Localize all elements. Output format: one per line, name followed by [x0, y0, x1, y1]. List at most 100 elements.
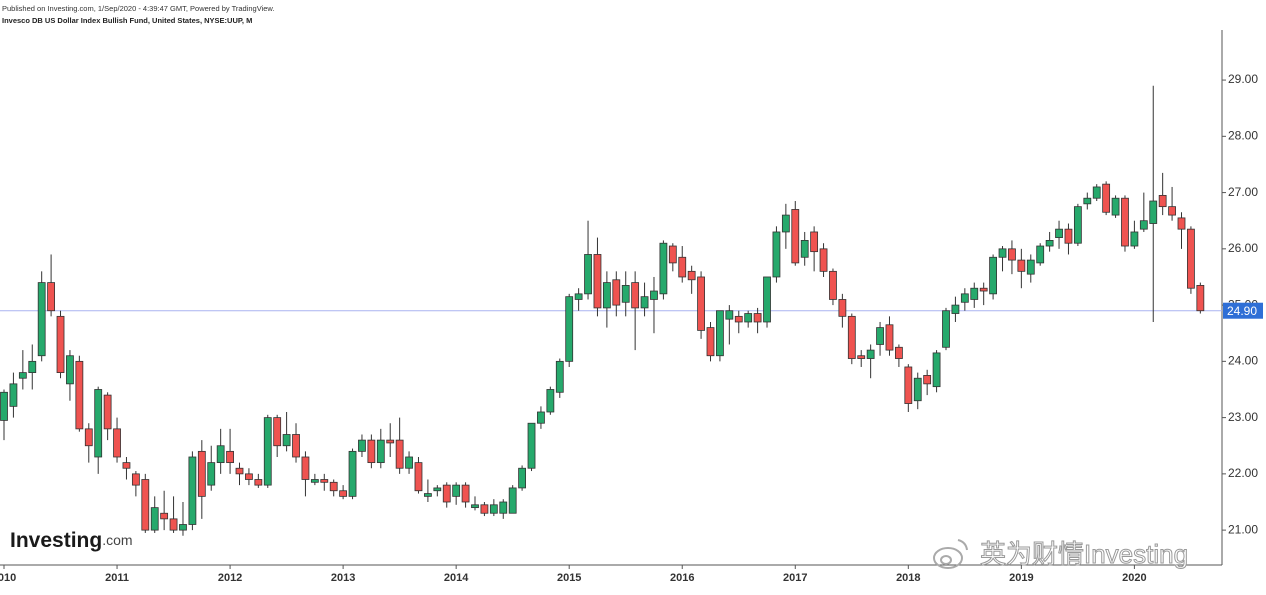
candle-body — [433, 487, 442, 492]
candle — [471, 496, 479, 511]
candle — [18, 350, 27, 390]
candle — [621, 271, 630, 317]
candle-body — [1149, 200, 1158, 224]
candle — [113, 417, 121, 463]
last-price-badge — [1223, 302, 1263, 319]
candle — [687, 265, 696, 294]
candle-body — [631, 282, 640, 309]
candle-body — [28, 360, 37, 374]
candle — [998, 246, 1007, 272]
candle — [602, 271, 611, 328]
candle — [1092, 184, 1101, 202]
candle-body — [471, 504, 479, 509]
candle — [310, 473, 319, 486]
candle — [197, 440, 206, 519]
candle — [838, 293, 847, 328]
candle-body — [75, 360, 84, 430]
candle-body — [489, 504, 498, 514]
candle-body — [339, 490, 348, 497]
candle — [0, 389, 8, 441]
candle — [414, 456, 423, 494]
candle-body — [1102, 183, 1111, 213]
candle — [584, 220, 592, 300]
candle-body — [113, 428, 121, 458]
candle — [923, 369, 932, 396]
candle-body — [744, 313, 753, 323]
candle-body — [254, 479, 263, 486]
candle-body — [66, 355, 74, 385]
candle — [245, 468, 253, 486]
candle-body — [1187, 228, 1195, 289]
candle-body — [518, 467, 526, 489]
candle-body — [989, 256, 997, 295]
candle-body — [565, 296, 574, 362]
candle-body — [734, 315, 743, 323]
candle — [668, 243, 677, 272]
candle — [339, 485, 348, 500]
candle — [263, 414, 272, 488]
candle-body — [942, 310, 950, 348]
candle — [791, 201, 800, 266]
candle-body — [602, 282, 611, 309]
candle-body — [857, 355, 866, 359]
candle — [329, 479, 338, 497]
candle-body — [1008, 248, 1016, 261]
candle — [395, 417, 404, 474]
candle — [1177, 212, 1186, 249]
candle — [979, 282, 988, 306]
candle — [1111, 195, 1120, 218]
candle-body — [18, 372, 27, 379]
candle — [1017, 248, 1026, 289]
candle — [37, 271, 46, 362]
candle-body — [772, 231, 781, 278]
instrument-title: Invesco DB US Dollar Index Bullish Fund,… — [2, 16, 252, 25]
candle-body — [160, 512, 169, 520]
candle-body — [725, 310, 734, 320]
candle-body — [1168, 206, 1176, 216]
candle-body — [970, 287, 979, 300]
candle — [753, 307, 762, 334]
candle-body — [0, 391, 8, 421]
candle-body — [282, 434, 291, 447]
candle — [386, 423, 395, 457]
candle-body — [650, 290, 658, 300]
candle-body — [150, 507, 159, 531]
candle-body — [1092, 186, 1101, 199]
candle — [122, 456, 131, 480]
candle — [734, 310, 743, 334]
candle — [207, 445, 216, 491]
candle — [9, 372, 18, 418]
candle — [150, 496, 159, 533]
candle-body — [461, 484, 470, 503]
y-tick-label: 29.00 — [1228, 72, 1258, 86]
candle — [857, 350, 866, 367]
candle — [1121, 195, 1129, 252]
candle — [188, 451, 197, 531]
candle-body — [659, 242, 668, 295]
candle-body — [716, 310, 724, 357]
candle-body — [1139, 220, 1148, 230]
candle-body — [358, 439, 366, 452]
watermark: 英为财情Investing — [980, 539, 1188, 569]
candle — [282, 411, 291, 452]
candle-body — [838, 299, 847, 317]
candle — [1139, 192, 1148, 232]
candle — [932, 350, 941, 393]
candle — [480, 501, 489, 517]
candle — [348, 448, 357, 500]
candle-body — [179, 524, 187, 531]
candle — [829, 268, 837, 306]
candle-body — [527, 422, 536, 469]
candle — [423, 479, 432, 502]
candle — [942, 307, 950, 351]
candle-body — [1121, 197, 1129, 247]
candle — [179, 501, 187, 536]
candle — [320, 473, 329, 491]
candle — [1073, 203, 1082, 247]
candle-body — [141, 479, 150, 531]
y-tick-label: 27.00 — [1228, 185, 1258, 199]
candle-body — [499, 501, 508, 514]
candle — [442, 482, 451, 508]
candle-body — [1036, 245, 1045, 264]
candle-body — [885, 324, 894, 351]
